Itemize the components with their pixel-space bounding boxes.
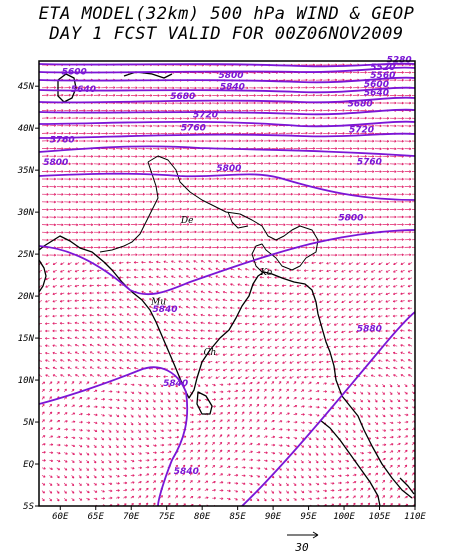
lon-tick-label: 80E xyxy=(194,512,211,522)
coastlines-and-borders xyxy=(39,71,415,506)
geopotential-contours xyxy=(39,62,415,506)
contour-label: 5600 xyxy=(364,80,389,90)
lat-tick-label: 5N xyxy=(23,418,34,428)
contour-label: 5760 xyxy=(181,124,206,134)
reference-vector: 30 xyxy=(287,531,319,554)
contour-label: 5800 xyxy=(338,214,363,224)
lon-tick-label: 70E xyxy=(123,512,140,522)
lat-tick-label: 20N xyxy=(18,292,35,302)
contour-label: 5840 xyxy=(163,379,188,389)
lon-tick-label: 85E xyxy=(230,512,247,522)
lat-tick-label: 35N xyxy=(17,166,35,176)
title-line-2: DAY 1 FCST VALID FOR 00Z06NOV2009 xyxy=(49,24,404,44)
lat-tick-label: 30N xyxy=(17,208,35,218)
lon-tick-label: 100E xyxy=(333,512,355,522)
lat-tick-label: 10N xyxy=(18,376,35,386)
lat-tick-label: EQ xyxy=(23,460,34,470)
contour-label: 5640 xyxy=(71,85,96,95)
contour-label: 5680 xyxy=(170,92,195,102)
latitude-ticks: 45N 40N 35N 30N 25N 20N 15N 10N 5N EQ 5S xyxy=(17,82,39,512)
lat-tick-label: 15N xyxy=(18,334,35,344)
lat-tick-label: 5S xyxy=(23,502,34,512)
contour-label: 5880 xyxy=(357,324,382,334)
contour-label: 5640 xyxy=(364,88,389,98)
lon-tick-label: 90E xyxy=(265,512,282,522)
map-title: ETA MODEL(32km) 500 hPa WIND & GEOP DAY … xyxy=(0,4,453,44)
reference-vector-label: 30 xyxy=(294,541,309,554)
title-line-1: ETA MODEL(32km) 500 hPa WIND & GEOP xyxy=(38,4,415,24)
contour-label: 5840 xyxy=(174,467,199,477)
contour-label: 5720 xyxy=(193,110,218,120)
contour-label: 5800 xyxy=(218,71,243,81)
contour-label: 5760 xyxy=(357,157,382,167)
city-label: Mu xyxy=(150,297,166,307)
contour-label: 5840 xyxy=(220,83,245,93)
contour-label: 5600 xyxy=(62,67,87,77)
reference-arrowhead xyxy=(312,531,319,539)
contour-label: 5760 xyxy=(50,135,75,145)
lon-tick-label: 60E xyxy=(52,512,69,522)
contour-label: 5840 xyxy=(153,305,178,315)
contour-label: 5800 xyxy=(216,164,241,174)
city-label: Ko xyxy=(259,268,272,278)
city-label: De xyxy=(180,216,194,226)
map-frame xyxy=(38,60,416,507)
lon-tick-label: 75E xyxy=(159,512,176,522)
lat-tick-label: 40N xyxy=(18,124,35,134)
contour-label: 5520 xyxy=(370,63,395,73)
city-label: Ch xyxy=(204,348,217,358)
longitude-ticks: 60E 65E 70E 75E 80E 85E 90E 95E 100E 105E 110E xyxy=(52,506,426,522)
lat-tick-label: 25N xyxy=(18,250,35,260)
lon-tick-label: 95E xyxy=(300,512,317,522)
lon-tick-label: 65E xyxy=(88,512,105,522)
contour-label: 5720 xyxy=(349,125,374,135)
contour-label: 5800 xyxy=(43,158,68,168)
lon-tick-label: 110E xyxy=(404,512,426,522)
lon-tick-label: 105E xyxy=(369,512,391,522)
contour-label: 5680 xyxy=(348,99,373,109)
lat-tick-label: 45N xyxy=(18,82,35,92)
contour-label: 5560 xyxy=(370,71,395,81)
city-labels: De Ko Mu Ch xyxy=(150,216,273,358)
